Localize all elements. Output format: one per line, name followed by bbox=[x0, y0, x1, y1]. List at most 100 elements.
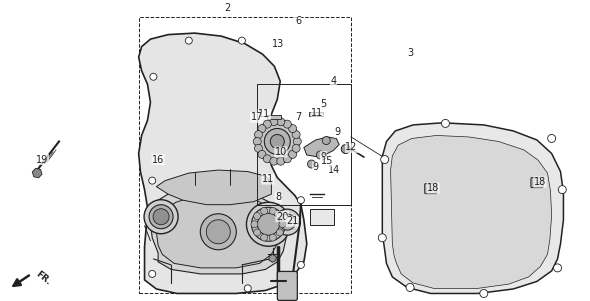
Circle shape bbox=[274, 209, 300, 235]
Circle shape bbox=[149, 205, 173, 229]
Bar bbox=[257, 84, 351, 205]
Circle shape bbox=[258, 125, 266, 133]
Circle shape bbox=[289, 125, 297, 133]
Text: 6: 6 bbox=[295, 16, 301, 26]
Circle shape bbox=[200, 214, 237, 250]
Circle shape bbox=[316, 151, 324, 159]
Circle shape bbox=[244, 285, 251, 292]
Polygon shape bbox=[382, 123, 563, 293]
Circle shape bbox=[276, 229, 283, 236]
Circle shape bbox=[341, 144, 350, 154]
Bar bbox=[267, 115, 281, 119]
Circle shape bbox=[381, 156, 389, 163]
FancyBboxPatch shape bbox=[425, 184, 437, 194]
Circle shape bbox=[480, 290, 488, 297]
Text: FR.: FR. bbox=[34, 269, 53, 287]
Text: 11: 11 bbox=[312, 108, 323, 118]
Circle shape bbox=[144, 200, 178, 234]
Circle shape bbox=[307, 160, 316, 168]
Circle shape bbox=[264, 129, 290, 154]
Text: 9: 9 bbox=[320, 151, 326, 162]
Circle shape bbox=[149, 177, 156, 184]
Text: 9: 9 bbox=[313, 162, 319, 172]
Circle shape bbox=[251, 221, 258, 228]
Bar bbox=[309, 112, 323, 116]
Text: 3: 3 bbox=[407, 48, 413, 58]
Circle shape bbox=[251, 207, 286, 241]
Circle shape bbox=[261, 207, 268, 214]
Circle shape bbox=[253, 138, 261, 145]
Text: 15: 15 bbox=[321, 156, 333, 166]
Text: 11: 11 bbox=[262, 174, 274, 184]
Circle shape bbox=[277, 157, 285, 165]
Bar bbox=[310, 209, 333, 225]
Circle shape bbox=[276, 213, 283, 219]
Circle shape bbox=[269, 234, 276, 241]
FancyBboxPatch shape bbox=[277, 272, 297, 300]
Polygon shape bbox=[391, 135, 552, 288]
Text: 8: 8 bbox=[276, 192, 281, 202]
Circle shape bbox=[406, 284, 414, 291]
Text: 19: 19 bbox=[37, 154, 48, 165]
Text: 17: 17 bbox=[251, 112, 263, 123]
Circle shape bbox=[270, 118, 278, 126]
Text: 18: 18 bbox=[534, 177, 546, 187]
Text: 13: 13 bbox=[273, 39, 284, 49]
Circle shape bbox=[270, 135, 284, 148]
Circle shape bbox=[283, 155, 291, 163]
Text: 11: 11 bbox=[258, 109, 270, 119]
Polygon shape bbox=[156, 170, 271, 205]
Circle shape bbox=[378, 234, 386, 242]
Circle shape bbox=[558, 186, 566, 194]
Text: 14: 14 bbox=[328, 165, 340, 175]
Circle shape bbox=[297, 197, 304, 204]
Circle shape bbox=[254, 144, 263, 152]
Text: 9: 9 bbox=[335, 127, 340, 138]
FancyBboxPatch shape bbox=[531, 178, 543, 188]
Circle shape bbox=[553, 264, 562, 272]
Circle shape bbox=[254, 131, 263, 139]
Circle shape bbox=[292, 131, 300, 139]
Text: 21: 21 bbox=[286, 216, 298, 226]
Text: 20: 20 bbox=[276, 212, 288, 222]
Circle shape bbox=[263, 155, 271, 163]
Circle shape bbox=[279, 221, 286, 228]
Polygon shape bbox=[304, 137, 339, 157]
Polygon shape bbox=[150, 188, 286, 274]
Circle shape bbox=[548, 135, 556, 142]
Text: 16: 16 bbox=[152, 154, 164, 165]
Circle shape bbox=[150, 73, 157, 80]
Circle shape bbox=[247, 202, 290, 246]
Circle shape bbox=[441, 119, 450, 127]
Circle shape bbox=[238, 37, 245, 44]
Circle shape bbox=[283, 120, 291, 128]
Polygon shape bbox=[139, 33, 307, 293]
Text: 2: 2 bbox=[224, 2, 230, 13]
Text: 18: 18 bbox=[427, 183, 439, 193]
Circle shape bbox=[279, 214, 296, 230]
Circle shape bbox=[270, 157, 278, 165]
Circle shape bbox=[257, 213, 280, 235]
Text: 10: 10 bbox=[275, 147, 287, 157]
Circle shape bbox=[277, 118, 285, 126]
Circle shape bbox=[297, 261, 304, 268]
Circle shape bbox=[269, 207, 276, 214]
Circle shape bbox=[293, 138, 301, 145]
Circle shape bbox=[255, 119, 299, 163]
Circle shape bbox=[149, 270, 156, 278]
Circle shape bbox=[292, 144, 300, 152]
Text: 7: 7 bbox=[295, 112, 301, 123]
Text: 4: 4 bbox=[330, 76, 336, 86]
Text: 5: 5 bbox=[320, 99, 326, 109]
Circle shape bbox=[263, 120, 271, 128]
Circle shape bbox=[153, 209, 169, 225]
Circle shape bbox=[258, 150, 266, 158]
Circle shape bbox=[289, 150, 297, 158]
Text: 12: 12 bbox=[346, 142, 358, 153]
Polygon shape bbox=[156, 195, 278, 268]
Circle shape bbox=[322, 137, 330, 144]
Circle shape bbox=[254, 213, 261, 219]
Bar bbox=[139, 17, 351, 293]
Circle shape bbox=[185, 37, 192, 44]
Circle shape bbox=[261, 234, 268, 241]
